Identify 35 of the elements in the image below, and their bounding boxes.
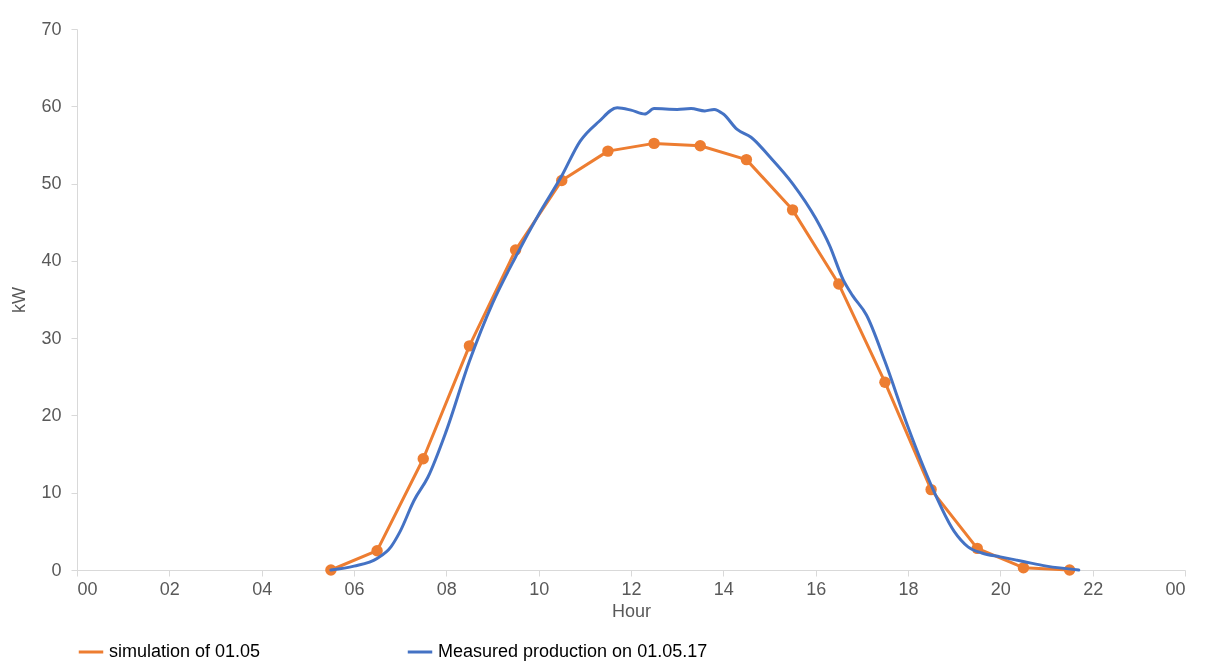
- point: [786, 204, 799, 216]
- x-tick-label: 10: [529, 578, 550, 599]
- x-tick-label: 00: [1165, 578, 1186, 599]
- y-tick-label: 0: [51, 559, 62, 580]
- x-tick-label: 00: [77, 578, 98, 599]
- point: [371, 544, 383, 557]
- y-tick-label: 70: [41, 18, 62, 39]
- point: [833, 278, 845, 290]
- legend-label: Measured production on 01.05.17: [438, 641, 708, 661]
- x-tick-label: 06: [344, 578, 365, 599]
- point: [417, 453, 429, 465]
- legend-label: simulation of 01.05: [109, 641, 261, 661]
- point: [879, 376, 891, 388]
- point: [740, 153, 753, 166]
- x-tick-label: 20: [990, 578, 1011, 599]
- x-tick-label: 22: [1083, 578, 1104, 599]
- x-tick-label: 18: [898, 578, 919, 599]
- point: [648, 137, 660, 150]
- point: [694, 140, 706, 152]
- y-tick-label: 30: [41, 327, 62, 348]
- y-tick-label: 40: [41, 250, 62, 271]
- point: [602, 145, 614, 157]
- x-tick-label: 02: [159, 578, 180, 599]
- x-axis-title: Hour: [611, 600, 652, 621]
- y-tick-label: 20: [41, 404, 62, 425]
- x-tick-label: 12: [621, 578, 642, 599]
- x-tick-label: 04: [252, 578, 273, 599]
- x-tick-label: 08: [436, 578, 457, 599]
- y-tick-label: 50: [41, 173, 62, 194]
- y-tick-label: 60: [41, 95, 62, 116]
- x-tick-label: 14: [713, 578, 734, 599]
- y-axis-title: kW: [9, 287, 30, 313]
- x-tick-label: 16: [806, 578, 827, 599]
- y-tick-label: 10: [41, 482, 62, 503]
- point: [1017, 561, 1030, 574]
